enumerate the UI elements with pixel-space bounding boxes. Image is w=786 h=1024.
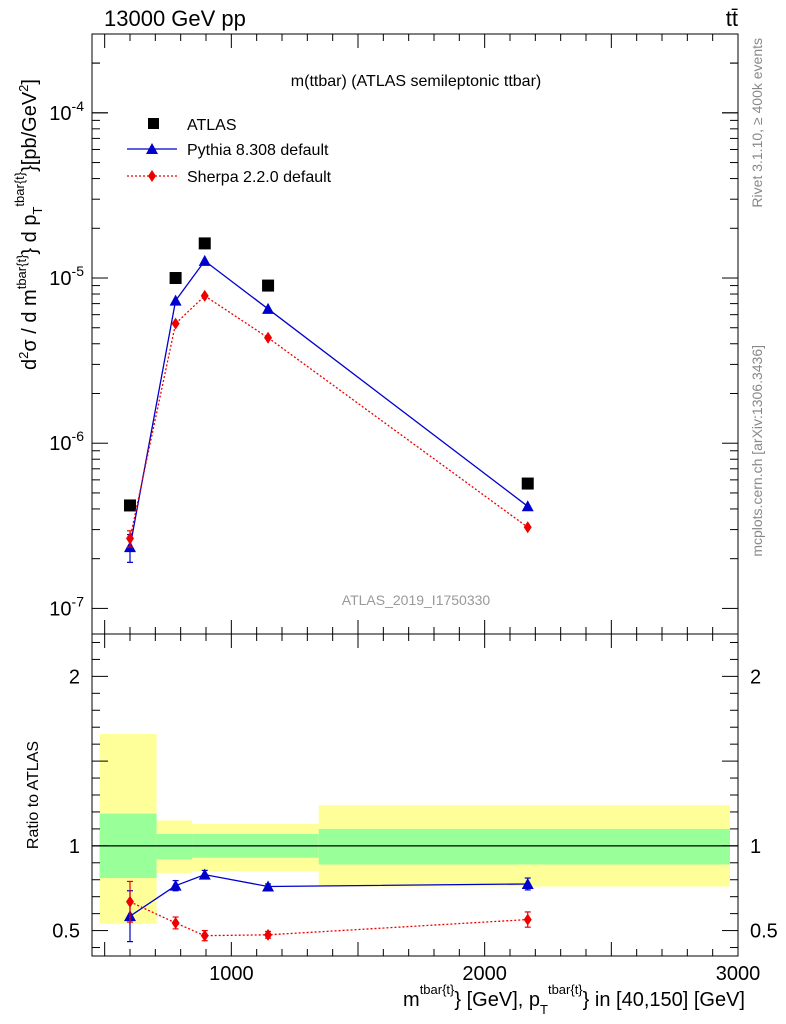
legend-sherpa-label: Sherpa 2.2.0 default — [187, 169, 332, 186]
sherpa-point-3 — [264, 331, 273, 344]
y-axis-label-ratio: Ratio to ATLAS — [25, 741, 42, 849]
ratio-y-tick-label-right: 1 — [750, 836, 761, 858]
ratio-y-tick-label-left: 1 — [69, 836, 80, 858]
ratio-pythia-point-3 — [262, 880, 275, 892]
pythia-point-1 — [169, 294, 182, 306]
process-label: tt̄ — [726, 6, 738, 31]
ratio-band-inner-1 — [156, 833, 193, 860]
atlas-point-2 — [198, 237, 211, 250]
rivet-label: Rivet 3.1.10, ≥ 400k events — [749, 38, 765, 208]
axis-ticks: 1000 2000 3000 10-7 10-6 10-5 10-4 0.5 0.5 1 1 2 2 — [49, 34, 778, 985]
ratio-uncertainty-bands — [99, 733, 730, 924]
y-tick-label-main: 10-6 — [49, 428, 84, 455]
legend-atlas-marker — [148, 118, 159, 129]
main-line-1 — [129, 259, 529, 548]
ratio-y-tick-label-left: 2 — [69, 666, 80, 688]
analysis-id: ATLAS_2019_I1750330 — [342, 592, 491, 608]
pythia-point-3 — [262, 302, 275, 314]
pythia-point-2 — [198, 254, 211, 266]
plot-title: m(ttbar) (ATLAS semileptonic ttbar) — [291, 73, 541, 90]
ratio-sherpa-point-4 — [523, 913, 532, 926]
main-series-layer — [124, 237, 534, 563]
ratio-plot-frame — [91, 633, 739, 957]
source-label: mcplots.cern.ch [arXiv:1306.3436] — [749, 345, 765, 557]
legend-sherpa-marker — [148, 170, 156, 182]
ratio-line-1 — [129, 901, 528, 937]
atlas-point-4 — [521, 477, 534, 490]
atlas-point-0 — [124, 499, 136, 512]
x-axis-label: mtbar{t}} [GeV], pTtbar{t}} in [40,150] … — [403, 982, 745, 1017]
y-tick-label-main: 10-7 — [49, 593, 84, 620]
atlas-point-1 — [169, 272, 182, 285]
pythia-point-4 — [521, 500, 534, 512]
ratio-sherpa-point-1 — [171, 916, 180, 929]
atlas-point-3 — [262, 279, 275, 292]
legend-pythia-label: Pythia 8.308 default — [187, 142, 329, 159]
energy-label: 13000 GeV pp — [104, 6, 246, 31]
ratio-sherpa-point-3 — [264, 928, 273, 941]
ratio-y-tick-label-right: 2 — [750, 666, 761, 688]
sherpa-point-1 — [171, 317, 180, 330]
sherpa-point-0 — [126, 532, 134, 545]
x-tick-label-2000: 2000 — [462, 963, 507, 985]
ratio-pythia-point-4 — [521, 877, 534, 889]
ratio-sherpa-point-2 — [200, 929, 209, 942]
ratio-pythia-point-1 — [169, 879, 182, 891]
ratio-y-tick-label-left: 0.5 — [52, 921, 80, 943]
ratio-series-layer — [124, 868, 534, 943]
sherpa-point-4 — [523, 521, 532, 534]
y-axis-label-main: d2σ / d mtbar{t}} d pTtbar{t}}[pb/GeV2] — [12, 79, 45, 370]
ratio-y-tick-label-right: 0.5 — [750, 921, 778, 943]
legend-atlas-label: ATLAS — [187, 117, 237, 134]
y-tick-label-main: 10-5 — [49, 263, 84, 290]
sherpa-point-2 — [200, 289, 209, 302]
x-tick-label-1000: 1000 — [209, 963, 254, 985]
main-line-2 — [129, 295, 529, 539]
legend: ATLAS Pythia 8.308 default Sherpa 2.2.0 … — [127, 117, 332, 186]
y-tick-label-main: 10-4 — [49, 98, 84, 125]
ratio-band-inner-3 — [318, 828, 730, 865]
x-tick-label-3000: 3000 — [716, 963, 761, 985]
ratio-pythia-point-2 — [198, 868, 211, 880]
ratio-sherpa-point-0 — [126, 895, 134, 908]
legend-pythia-marker — [146, 143, 158, 154]
